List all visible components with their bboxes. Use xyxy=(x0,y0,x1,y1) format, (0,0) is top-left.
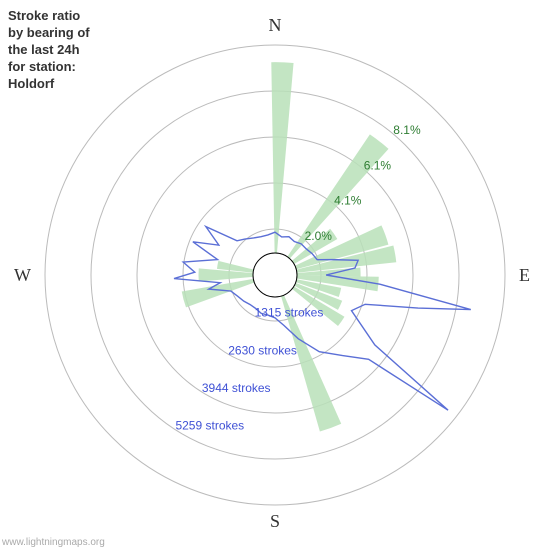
svg-text:2630 strokes: 2630 strokes xyxy=(228,343,297,357)
svg-text:N: N xyxy=(269,15,282,35)
svg-text:6.1%: 6.1% xyxy=(364,158,392,172)
center-hole xyxy=(253,253,297,297)
svg-text:1315 strokes: 1315 strokes xyxy=(255,306,324,320)
svg-text:W: W xyxy=(14,265,31,285)
svg-text:3944 strokes: 3944 strokes xyxy=(202,381,271,395)
svg-text:8.1%: 8.1% xyxy=(393,123,421,137)
svg-text:4.1%: 4.1% xyxy=(334,194,362,208)
svg-text:2.0%: 2.0% xyxy=(305,229,333,243)
polar-chart: N E S W 2.0% 4.1% 6.1% 8.1% 1315 strokes 2630 s… xyxy=(0,0,550,550)
svg-text:E: E xyxy=(519,265,530,285)
footer-credit: www.lightningmaps.org xyxy=(2,537,105,548)
svg-text:S: S xyxy=(270,511,280,531)
green-wedges xyxy=(182,62,397,431)
svg-text:5259 strokes: 5259 strokes xyxy=(175,419,244,433)
